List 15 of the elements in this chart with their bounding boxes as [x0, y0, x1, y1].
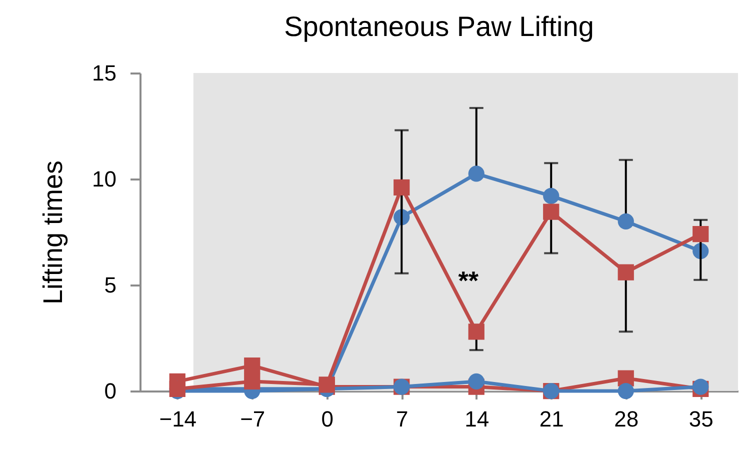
x-tick-label: −7	[240, 406, 266, 432]
chart-title: Spontaneous Paw Lifting	[284, 11, 594, 42]
x-tick-label: 35	[688, 406, 714, 432]
annotation: **	[458, 266, 480, 296]
y-tick-label: 10	[92, 166, 116, 192]
x-tick-label: 0	[321, 406, 334, 432]
y-tick-label: 5	[104, 272, 116, 298]
y-tick-label: 0	[104, 378, 116, 404]
y-axis-title: Lifting times	[38, 160, 68, 305]
y-tick-label: 15	[92, 60, 116, 86]
x-tick-label: 21	[539, 406, 564, 432]
x-tick-label: 14	[464, 406, 490, 432]
x-tick-label: 28	[614, 406, 639, 432]
x-tick-label: 7	[396, 406, 408, 432]
x-tick-label: −14	[159, 406, 197, 432]
